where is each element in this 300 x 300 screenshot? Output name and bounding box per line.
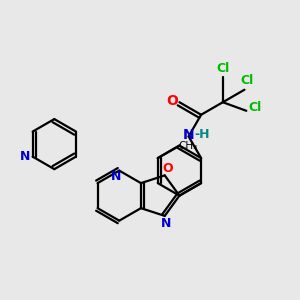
Text: -H: -H [194, 128, 210, 142]
Text: N: N [20, 150, 31, 163]
Text: Cl: Cl [248, 101, 262, 114]
Text: N: N [111, 170, 122, 183]
Text: Cl: Cl [241, 74, 254, 87]
Text: Cl: Cl [216, 62, 230, 75]
Text: CH₃: CH₃ [178, 141, 197, 151]
Text: N: N [161, 217, 171, 230]
Text: O: O [162, 161, 173, 175]
Text: N: N [183, 128, 194, 142]
Text: O: O [166, 94, 178, 108]
